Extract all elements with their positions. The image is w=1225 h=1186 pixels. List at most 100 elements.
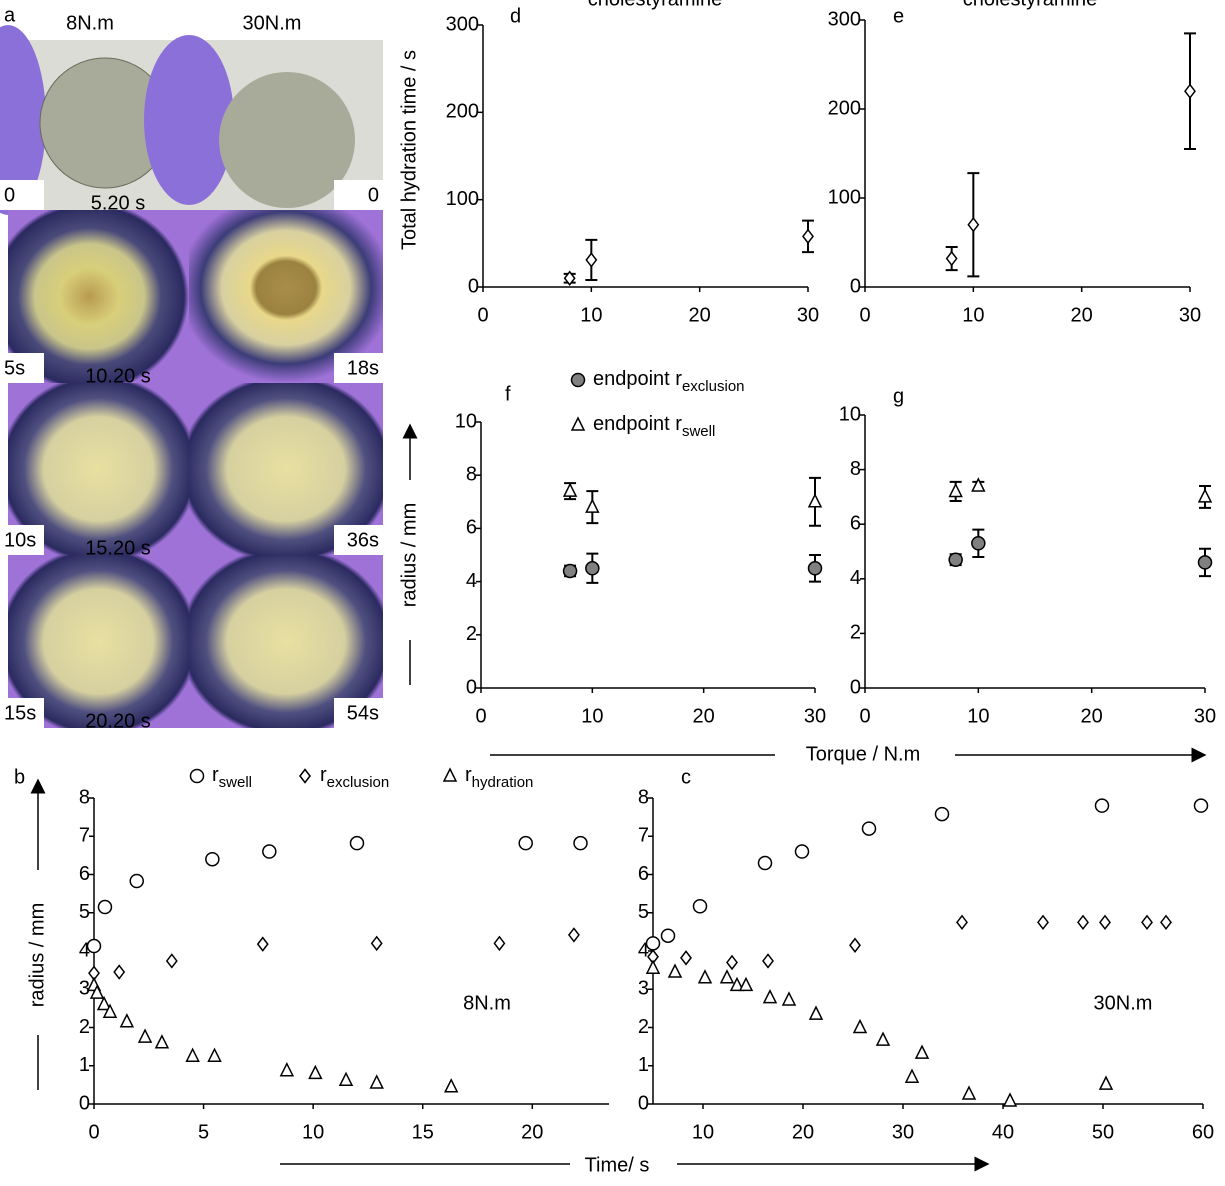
- point: [185, 1047, 200, 1062]
- x-tick-label: 0: [475, 705, 486, 727]
- x-tick-label: 10: [580, 304, 602, 326]
- point: [692, 898, 708, 914]
- y-tick-label: 10: [455, 410, 477, 432]
- y-tick-label: 4: [850, 567, 861, 589]
- point: [262, 844, 277, 859]
- point: [1141, 914, 1153, 931]
- point: [119, 1013, 135, 1028]
- point: [299, 768, 311, 784]
- panel-label: b: [14, 766, 25, 788]
- legend-name: r: [212, 764, 219, 786]
- point: [971, 477, 986, 492]
- x-tick-label: 0: [88, 1121, 99, 1143]
- y-tick-label: 3: [638, 978, 649, 1000]
- y-tick-label: 300: [446, 13, 479, 35]
- point: [680, 950, 692, 966]
- y-tick-label: 200: [828, 97, 861, 119]
- legend-entry: rhydration: [465, 764, 533, 791]
- point: [807, 561, 823, 576]
- y-tick-label: 6: [79, 863, 90, 885]
- x-tick-label: 50: [1092, 1121, 1114, 1143]
- point: [762, 988, 778, 1004]
- legend-name: endpoint r: [593, 413, 682, 435]
- point: [570, 416, 586, 431]
- point: [729, 976, 745, 992]
- point: [102, 1003, 118, 1018]
- point: [279, 1062, 295, 1077]
- x-axis-label: Torque / N.m: [806, 743, 920, 765]
- point: [1037, 914, 1049, 931]
- x-tick-label: 10: [692, 1121, 714, 1143]
- timestamp: 20.20 s: [85, 710, 151, 732]
- frame-label: 5s: [4, 357, 25, 379]
- frame-label-box: [0, 180, 44, 210]
- legend-entry: rexclusion: [320, 764, 389, 791]
- point: [660, 928, 676, 943]
- point: [726, 954, 738, 971]
- point: [567, 927, 580, 943]
- x-tick-label: 30: [1194, 705, 1216, 727]
- point: [697, 969, 713, 984]
- panel-label: e: [893, 5, 904, 27]
- x-tick-label: 20: [693, 705, 715, 727]
- chart-title: cholestyramine: [963, 0, 1098, 10]
- point: [956, 914, 968, 931]
- point: [113, 964, 126, 980]
- y-tick-label: 3: [79, 978, 90, 1000]
- point: [757, 855, 773, 871]
- legend-subscript: exclusion: [327, 774, 390, 791]
- point: [205, 851, 220, 867]
- point: [1160, 914, 1172, 931]
- y-tick-label: 6: [850, 512, 861, 534]
- y-tick-label: 4: [79, 939, 90, 961]
- point: [904, 1068, 920, 1083]
- point: [585, 561, 600, 576]
- legend-name: r: [320, 764, 327, 786]
- legend-subscript: swell: [219, 774, 252, 791]
- point: [852, 1018, 868, 1034]
- point: [370, 935, 383, 952]
- frame-label-box: [334, 698, 383, 728]
- panel-label: c: [681, 766, 691, 788]
- point: [518, 835, 533, 851]
- y-tick-label: 2: [466, 623, 477, 645]
- point: [349, 835, 365, 851]
- x-tick-label: 10: [967, 705, 989, 727]
- y-tick-label: 8: [79, 786, 90, 808]
- point: [1002, 1092, 1018, 1107]
- y-tick-label: 300: [828, 8, 861, 30]
- frame-label-box: [0, 525, 44, 555]
- point: [948, 482, 963, 498]
- y-axis-label: radius / mm: [26, 903, 48, 1007]
- point: [1193, 798, 1209, 813]
- point: [89, 984, 105, 999]
- point: [794, 844, 810, 859]
- x-tick-label: 10: [962, 304, 984, 326]
- point: [808, 1005, 824, 1020]
- frame-label-box: [0, 698, 44, 728]
- x-tick-label: 10: [302, 1121, 324, 1143]
- point: [493, 935, 506, 952]
- point: [338, 1071, 354, 1087]
- x-tick-label: 0: [859, 705, 870, 727]
- legend-subscript: swell: [682, 423, 715, 440]
- legend-name: r: [465, 764, 472, 786]
- y-tick-label: 8: [850, 458, 861, 480]
- legend-subscript: exclusion: [682, 378, 745, 395]
- y-tick-label: 5: [638, 901, 649, 923]
- x-tick-label: 10: [581, 705, 603, 727]
- point: [738, 976, 754, 992]
- panel-label: a: [4, 4, 16, 26]
- frame-label: 18s: [347, 357, 379, 379]
- point: [442, 767, 458, 782]
- point: [1099, 914, 1111, 931]
- legend-name: endpoint r: [593, 368, 682, 390]
- x-tick-label: 0: [859, 304, 870, 326]
- frame-label-box: [0, 353, 44, 383]
- point: [369, 1074, 384, 1089]
- point: [443, 1078, 459, 1093]
- y-tick-label: 7: [79, 825, 90, 847]
- panel-label: f: [505, 383, 511, 405]
- chart-title: cholestyramine: [588, 0, 723, 10]
- frame-label: 54s: [347, 702, 379, 724]
